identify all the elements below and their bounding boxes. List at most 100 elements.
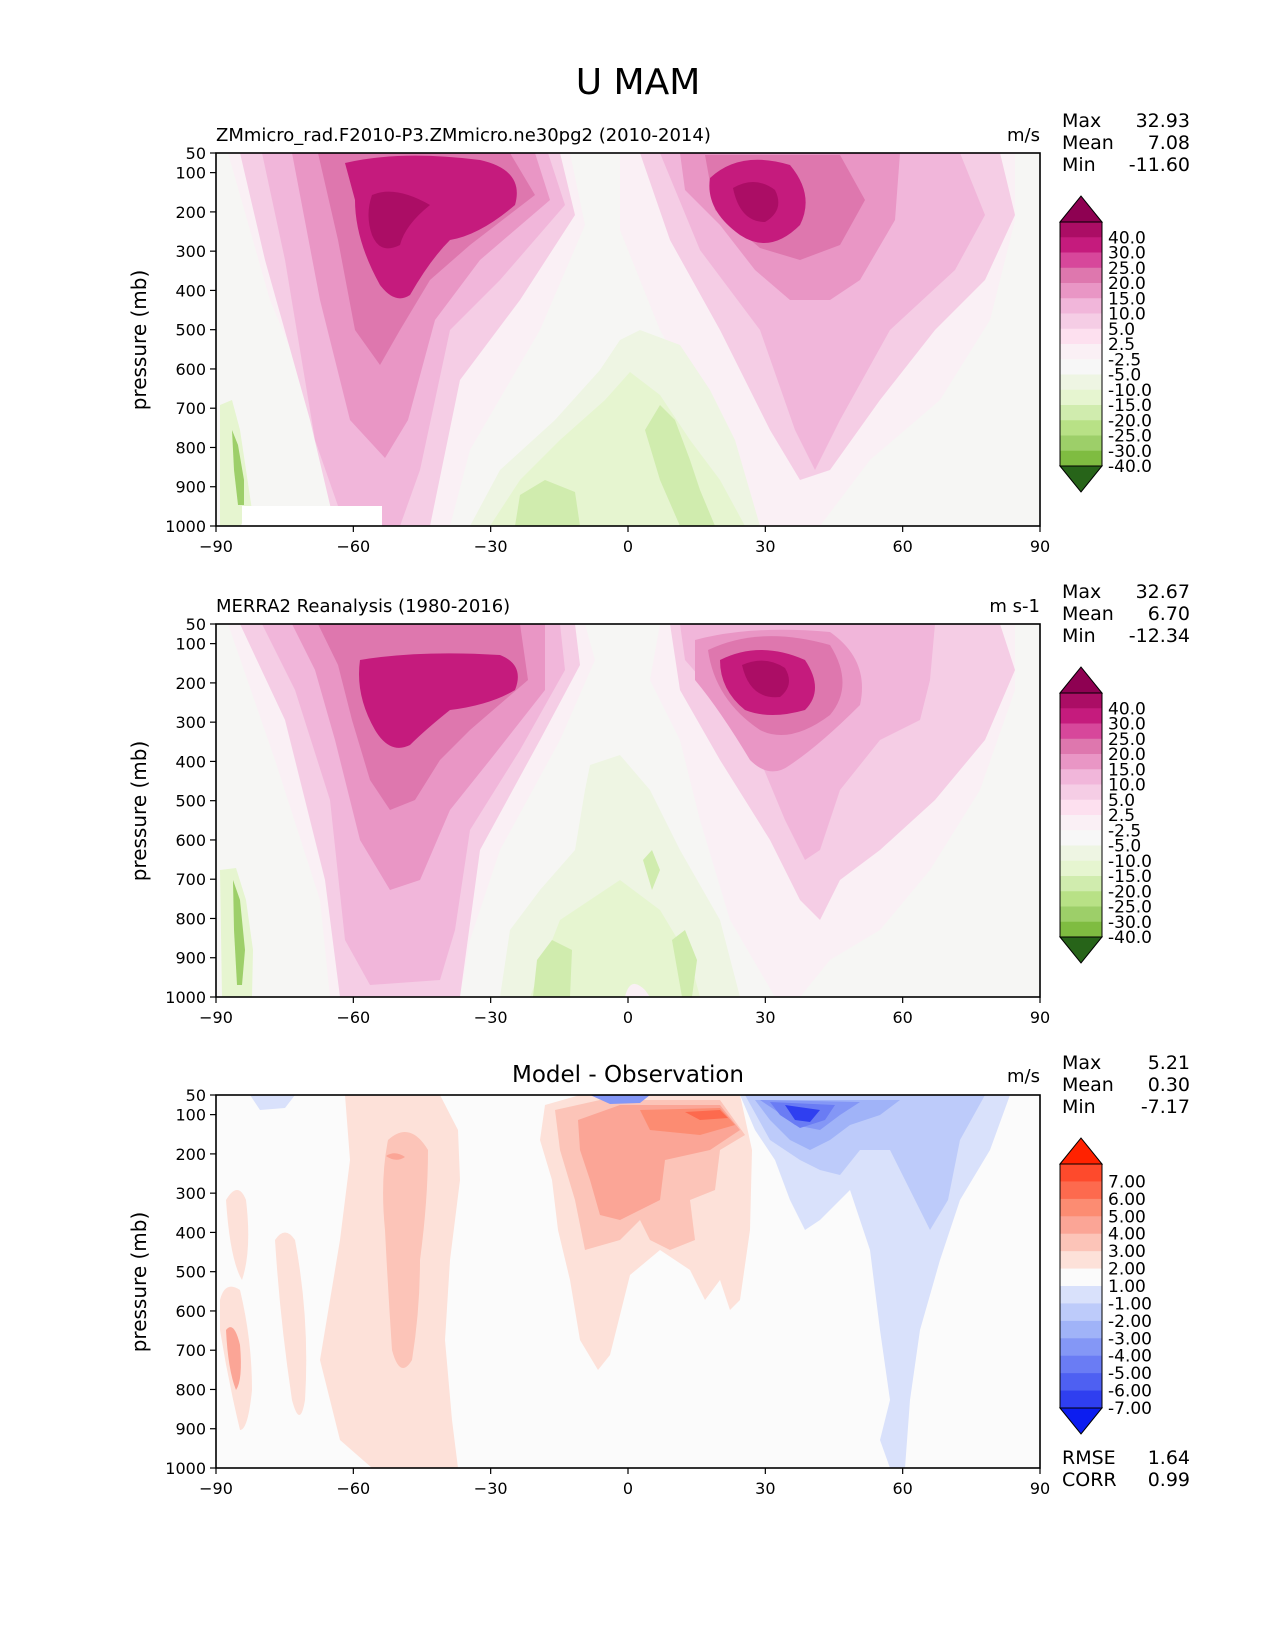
ytick-label: 50 — [186, 615, 206, 634]
colorbar-label: -7.00 — [1108, 1399, 1152, 1419]
colorbar-segment — [1060, 267, 1102, 284]
xtick-label: 90 — [1030, 537, 1050, 556]
colorbar-segment — [1060, 876, 1102, 892]
obs-polar-neg-2 — [233, 880, 245, 985]
xtick-label: 30 — [755, 1479, 775, 1498]
obs-neg-4 — [672, 930, 697, 997]
diff-pos-poll-3 — [226, 1190, 249, 1280]
colorbar-segment — [1060, 405, 1102, 421]
stat-label: Min — [1062, 625, 1096, 647]
stat-label: Mean — [1062, 603, 1114, 625]
colorbar-label: -40.0 — [1108, 928, 1152, 948]
xtick-label: −60 — [336, 1479, 370, 1498]
colorbar-label: -30.0 — [1108, 913, 1152, 933]
obs-south-c25 — [359, 653, 518, 748]
panel-model-contours — [216, 153, 1040, 526]
colorbar-label: -10.0 — [1108, 852, 1152, 872]
stat-label: Mean — [1062, 1074, 1114, 1096]
colorbar-label: -20.0 — [1108, 882, 1152, 902]
ytick-label: 400 — [175, 752, 206, 771]
xtick-label: 0 — [623, 1479, 633, 1498]
ytick-label: 900 — [175, 478, 206, 497]
colorbar-label: -40.0 — [1108, 457, 1152, 477]
colorbar-label: 30.0 — [1108, 244, 1146, 264]
colorbar-label: 2.5 — [1108, 335, 1135, 355]
panel-model-units: m/s — [1007, 125, 1040, 146]
ytick-label: 1000 — [165, 1459, 206, 1478]
model-missing — [242, 506, 382, 526]
xtick-label: −90 — [199, 1008, 233, 1027]
colorbar-segment — [1060, 1216, 1102, 1235]
diff-pos-trop-5 — [685, 1110, 728, 1120]
panel-diff-colorbar: 7.006.005.004.003.002.001.00-1.00-2.00-3… — [1058, 1137, 1152, 1435]
xtick-label: 30 — [755, 537, 775, 556]
colorbar-segment — [1060, 313, 1102, 330]
panel-observation: MERRA2 Reanalysis (1980-2016) m s-1 pres… — [127, 581, 1190, 1027]
ytick-label: 200 — [175, 203, 206, 222]
ytick-label: 300 — [175, 1184, 206, 1203]
ytick-label: 700 — [175, 399, 206, 418]
colorbar-segment — [1060, 374, 1102, 391]
stat-value: -12.34 — [1129, 625, 1190, 647]
colorbar-label: -20.0 — [1108, 411, 1152, 431]
panel-diff-stats: Max 5.21 Mean 0.30 Min -7.17 — [1062, 1052, 1190, 1118]
stat-label: Mean — [1062, 132, 1114, 154]
colorbar-segment — [1060, 784, 1102, 801]
colorbar-extend-min — [1058, 936, 1104, 964]
ytick-label: 900 — [175, 949, 206, 968]
stat-value: -11.60 — [1129, 154, 1190, 176]
colorbar-label: 1.00 — [1108, 1277, 1146, 1297]
panel-model-ylabel: pressure (mb) — [127, 270, 151, 411]
panel-diff-units: m/s — [1007, 1066, 1040, 1087]
colorbar-segment — [1060, 693, 1102, 709]
ytick-label: 800 — [175, 1380, 206, 1399]
colorbar-segment — [1060, 769, 1102, 785]
colorbar-segment — [1060, 799, 1102, 816]
colorbar-label: 5.0 — [1108, 320, 1135, 340]
panel-diff-ylabel: pressure (mb) — [127, 1212, 151, 1353]
ytick-label: 800 — [175, 438, 206, 457]
colorbar-segment — [1060, 450, 1102, 467]
stat-value: 32.93 — [1136, 110, 1190, 132]
panel-diff-contours — [216, 1095, 1040, 1468]
colorbar-label: 25.0 — [1108, 259, 1146, 279]
panel-diff-metrics: RMSE 1.64 CORR 0.99 — [1062, 1447, 1190, 1491]
colorbar-label: 10.0 — [1108, 305, 1146, 325]
colorbar-label: 15.0 — [1108, 760, 1146, 780]
colorbar-label: 5.0 — [1108, 791, 1135, 811]
colorbar-extend-max — [1058, 1137, 1104, 1165]
colorbar-label: 20.0 — [1108, 274, 1146, 294]
model-south-c25 — [345, 155, 517, 299]
colorbar-label: 4.00 — [1108, 1225, 1146, 1245]
colorbar-extend-min — [1058, 465, 1104, 493]
colorbar-label: -1.00 — [1108, 1294, 1152, 1314]
colorbar-extend-max — [1058, 666, 1104, 694]
ytick-label: 600 — [175, 1302, 206, 1321]
colorbar-frame — [1059, 692, 1103, 938]
xtick-label: −60 — [336, 1008, 370, 1027]
obs-north-c30 — [742, 660, 789, 698]
diff-pos-poll-4 — [226, 1327, 241, 1390]
colorbar-segment — [1060, 389, 1102, 406]
diff-neg-top — [590, 1095, 650, 1104]
stat-label: Max — [1062, 1052, 1101, 1074]
ytick-label: 200 — [175, 674, 206, 693]
diff-neg-6 — [785, 1105, 820, 1122]
colorbar-extend-min — [1058, 1407, 1104, 1435]
stat-value: 7.08 — [1148, 132, 1190, 154]
colorbar-label: 3.00 — [1108, 1242, 1146, 1262]
xtick-label: 60 — [892, 1008, 912, 1027]
panel-model-title: ZMmicro_rad.F2010-P3.ZMmicro.ne30pg2 (20… — [216, 125, 711, 146]
panel-obs-title: MERRA2 Reanalysis (1980-2016) — [216, 596, 510, 617]
colorbar-segment — [1060, 1198, 1102, 1217]
xtick-label: −90 — [199, 1479, 233, 1498]
colorbar-segment — [1060, 860, 1102, 877]
colorbar-label: -15.0 — [1108, 867, 1152, 887]
colorbar-segment — [1060, 420, 1102, 436]
colorbar-segment — [1060, 1303, 1102, 1322]
ytick-label: 800 — [175, 909, 206, 928]
colorbar-label: -25.0 — [1108, 898, 1152, 918]
colorbar-frame — [1059, 1163, 1103, 1409]
model-neg-3 — [515, 480, 580, 526]
